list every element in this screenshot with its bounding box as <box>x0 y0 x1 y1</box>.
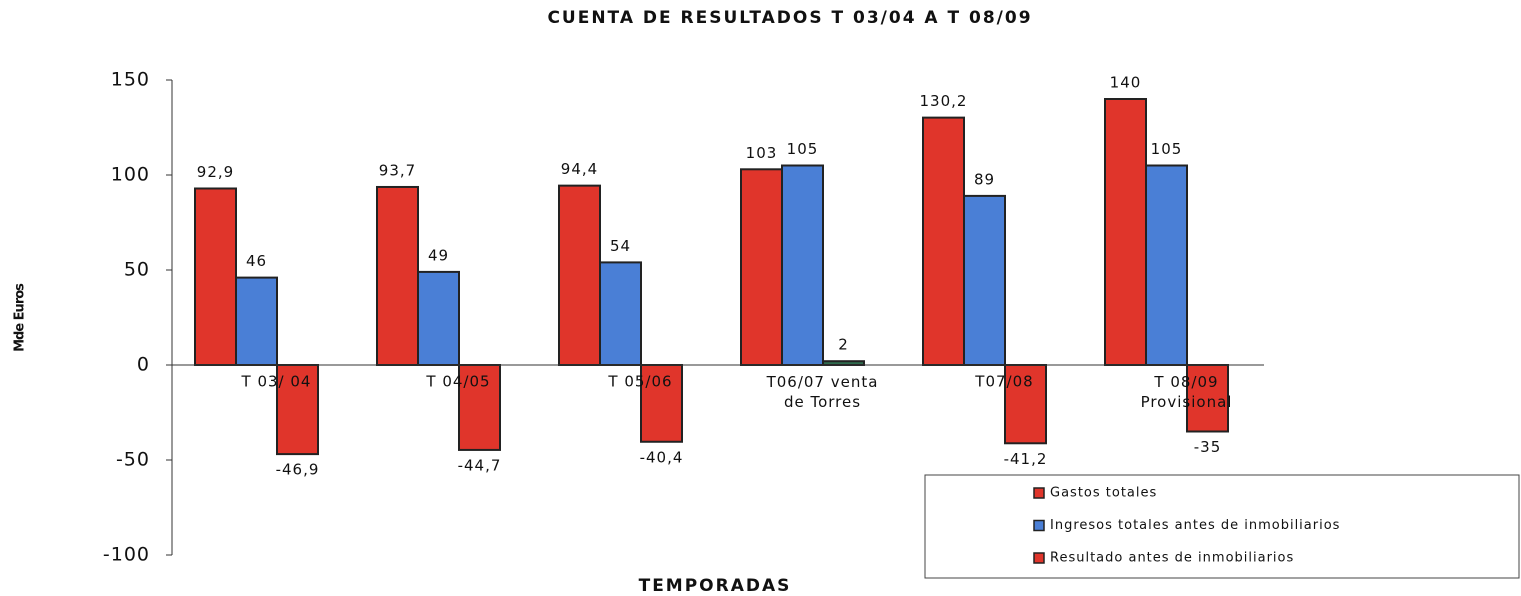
legend-swatch <box>1033 519 1045 532</box>
x-tick-label: T 05/06 <box>607 373 672 391</box>
bar <box>963 194 1006 366</box>
legend-label: Gastos totales <box>1050 486 1157 501</box>
legend-swatch <box>1033 487 1045 499</box>
data-label: 93,7 <box>379 161 416 179</box>
bar <box>822 360 865 367</box>
x-tick-label: T06/07 venta de Torres <box>766 373 879 411</box>
data-label: 46 <box>246 252 267 270</box>
bar <box>640 364 683 443</box>
bar <box>194 187 237 366</box>
bar <box>1104 98 1147 366</box>
legend-box <box>924 474 1520 579</box>
bar <box>276 364 319 456</box>
y-tick-label: -50 <box>116 449 150 471</box>
y-axis-label: Mde Euros <box>13 283 28 352</box>
x-tick-label: T07/08 <box>974 373 1033 391</box>
data-label: 94,4 <box>561 160 598 178</box>
bar <box>1145 164 1188 366</box>
bar <box>781 164 824 366</box>
bar <box>922 116 965 367</box>
data-label: 105 <box>787 140 819 158</box>
y-tick-label: 100 <box>111 164 150 186</box>
legend-label: Ingresos totales antes de inmobiliarios <box>1050 518 1340 533</box>
y-tick-label: 150 <box>111 69 150 91</box>
x-tick-label: T 08/09 Provisional <box>1141 373 1233 411</box>
data-label: -46,9 <box>276 461 320 479</box>
bar <box>740 168 783 366</box>
bar <box>599 261 642 366</box>
data-label: 2 <box>838 336 849 354</box>
x-axis-label: TEMPORADAS <box>639 576 792 596</box>
bar <box>417 270 460 366</box>
legend-label: Resultado antes de inmobiliarios <box>1050 551 1294 566</box>
data-label: 140 <box>1110 74 1142 92</box>
bar <box>235 276 278 367</box>
data-label: 130,2 <box>920 92 968 110</box>
data-label: -40,4 <box>640 448 684 466</box>
bar <box>558 184 601 366</box>
data-label: 92,9 <box>197 163 234 181</box>
y-tick-label: -100 <box>103 544 150 566</box>
data-label: -41,2 <box>1004 450 1048 468</box>
chart-title: CUENTA DE RESULTADOS T 03/04 A T 08/09 <box>547 8 1032 28</box>
bar <box>1004 364 1047 445</box>
data-label: 89 <box>974 170 995 188</box>
data-label: 54 <box>610 237 631 255</box>
bar <box>376 185 419 366</box>
data-label: -35 <box>1194 438 1222 456</box>
bar <box>1186 364 1229 433</box>
data-label: 105 <box>1151 140 1183 158</box>
y-tick-label: 0 <box>137 354 150 376</box>
y-tick-label: 50 <box>124 259 150 281</box>
x-tick-label: T 04/05 <box>425 373 490 391</box>
x-tick-label: T 03/ 04 <box>241 373 312 391</box>
data-label: -44,7 <box>458 456 502 474</box>
bar <box>458 364 501 451</box>
legend-swatch <box>1033 552 1045 564</box>
data-label: 49 <box>428 246 449 264</box>
data-label: 103 <box>746 144 778 162</box>
